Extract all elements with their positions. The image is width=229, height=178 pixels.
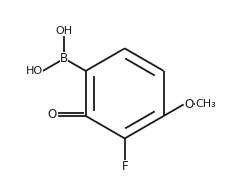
Text: O: O — [47, 108, 57, 121]
Text: CH₃: CH₃ — [195, 100, 215, 109]
Text: F: F — [121, 160, 128, 173]
Text: HO: HO — [26, 66, 43, 76]
Text: B: B — [60, 52, 68, 65]
Text: O: O — [184, 98, 193, 111]
Text: OH: OH — [55, 26, 73, 36]
